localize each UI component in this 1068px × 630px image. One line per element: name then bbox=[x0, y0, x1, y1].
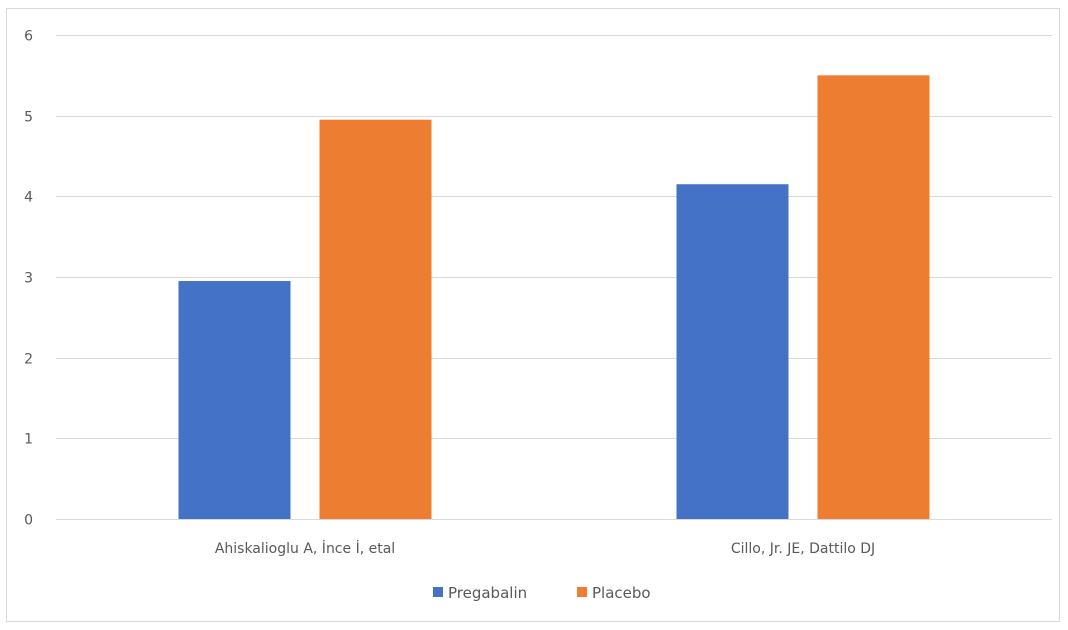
y-tick-label: 6 bbox=[24, 29, 33, 45]
bar-pregabalin-2 bbox=[676, 184, 789, 519]
bar-pregabalin-1 bbox=[178, 281, 291, 519]
legend-swatch-placebo bbox=[577, 587, 587, 597]
legend-item-placebo: Placebo bbox=[577, 584, 651, 602]
bar-placebo-2 bbox=[817, 75, 930, 519]
legend-label-placebo: Placebo bbox=[592, 584, 651, 602]
y-tick-label: 2 bbox=[24, 352, 33, 368]
legend: Pregabalin Placebo bbox=[433, 584, 651, 602]
legend-label-pregabalin: Pregabalin bbox=[448, 584, 527, 602]
x-category-label: Cillo, Jr. JE, Dattilo DJ bbox=[731, 541, 875, 557]
y-tick-label: 3 bbox=[24, 271, 33, 287]
bars bbox=[178, 75, 930, 519]
y-axis-tick-labels: 0 1 2 3 4 5 6 bbox=[24, 29, 33, 529]
x-axis-category-labels: Ahiskalioglu A, İnce İ, etal Cillo, Jr. J… bbox=[215, 539, 875, 557]
y-tick-label: 0 bbox=[24, 513, 33, 529]
legend-item-pregabalin: Pregabalin bbox=[433, 584, 527, 602]
x-category-label: Ahiskalioglu A, İnce İ, etal bbox=[215, 539, 395, 557]
y-tick-label: 5 bbox=[24, 110, 33, 126]
y-tick-label: 1 bbox=[24, 432, 33, 448]
y-tick-label: 4 bbox=[24, 190, 33, 206]
legend-swatch-pregabalin bbox=[433, 587, 443, 597]
bar-placebo-1 bbox=[319, 119, 432, 519]
